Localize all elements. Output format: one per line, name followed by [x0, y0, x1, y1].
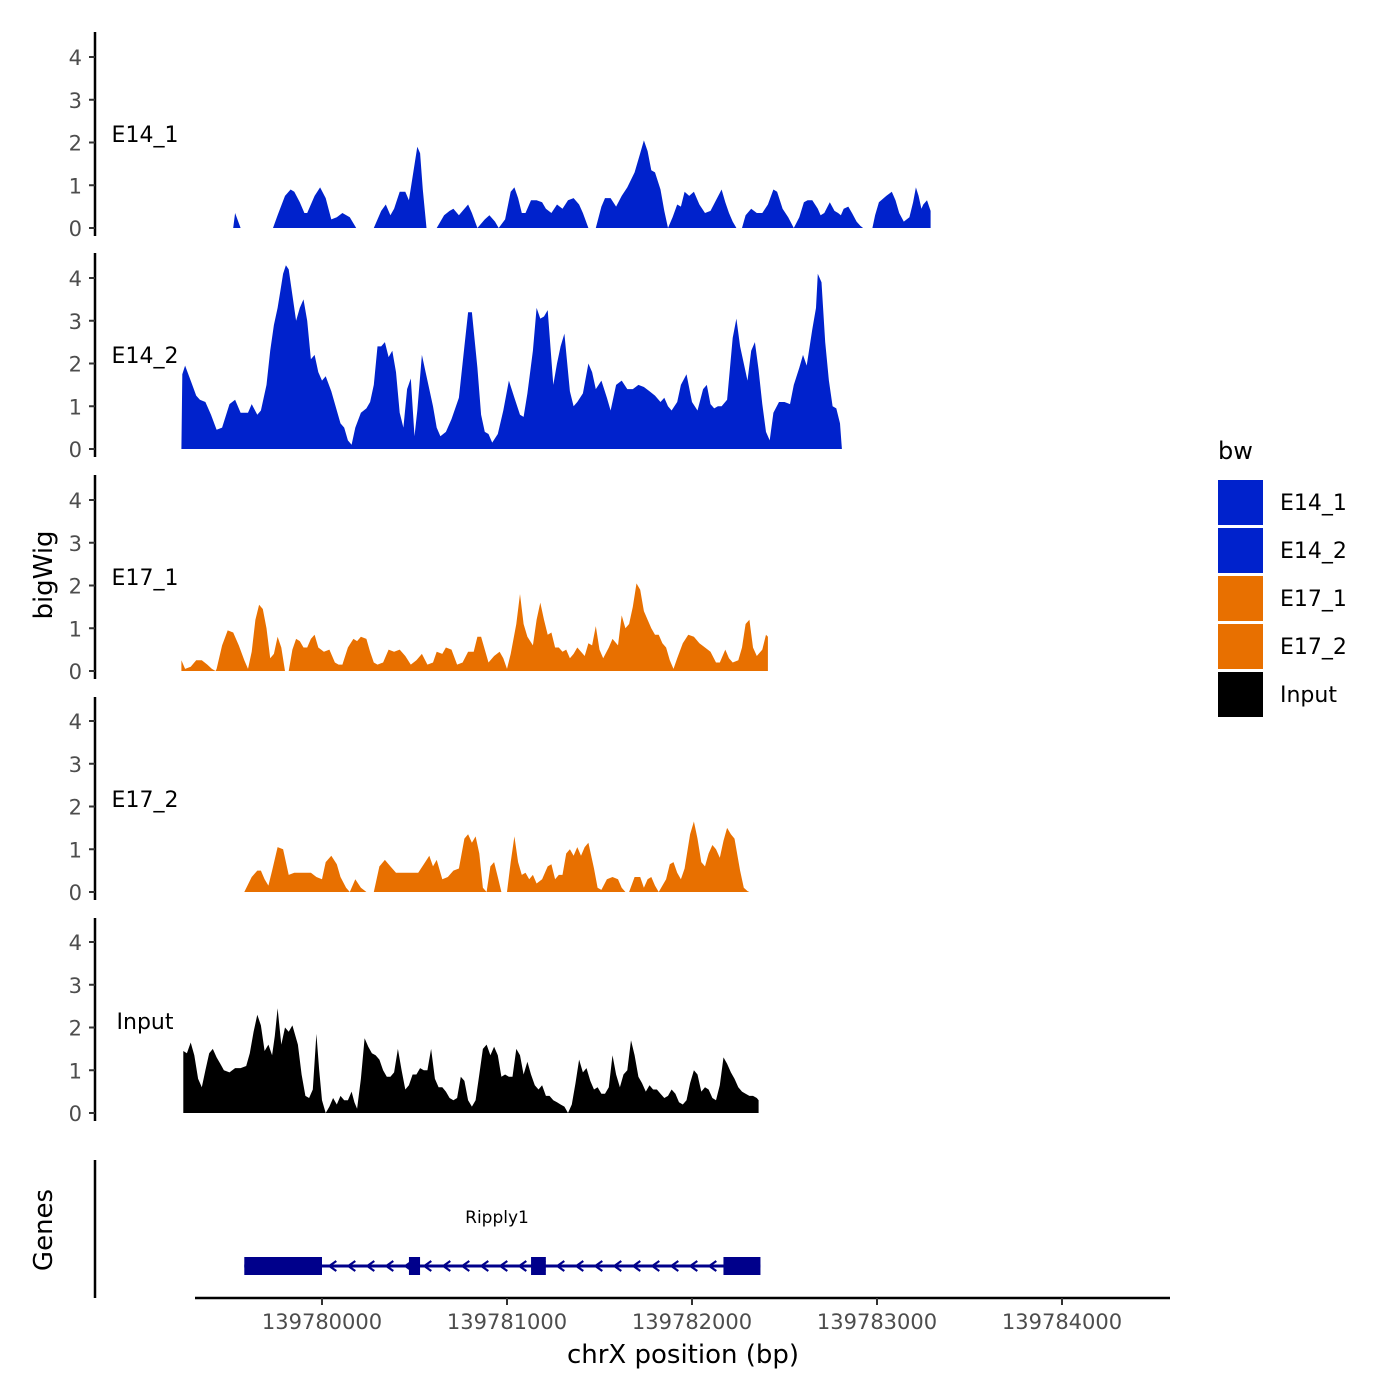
track-label: E17_2: [112, 788, 179, 813]
gene-ripply1: Ripply1: [244, 1208, 761, 1275]
legend-swatch: [1218, 528, 1263, 573]
strand-arrow: [650, 1260, 660, 1272]
legend-label: Input: [1280, 683, 1337, 708]
y-tick-label: 0: [69, 881, 82, 905]
gene-exon: [408, 1257, 421, 1275]
y-tick-label: 1: [69, 1059, 82, 1083]
strand-arrow: [517, 1260, 527, 1272]
y-tick-label: 0: [69, 660, 82, 684]
y-tick-label: 0: [69, 1102, 82, 1126]
x-tick-label: 139783000: [817, 1310, 937, 1334]
track-e17-1: 0 1 2 3 4 E17_1: [69, 475, 768, 684]
strand-arrow: [365, 1260, 375, 1272]
gene-exon: [244, 1257, 322, 1275]
strand-arrow: [422, 1260, 432, 1272]
y-tick-label: 2: [69, 575, 82, 599]
y-tick-label: 1: [69, 617, 82, 641]
legend-swatch: [1218, 624, 1263, 669]
gene-exon: [531, 1257, 546, 1275]
y-tick-label: 4: [69, 489, 82, 513]
y-tick-label: 4: [69, 267, 82, 291]
y-tick-label: 1: [69, 174, 82, 198]
track-label: E14_2: [112, 344, 179, 369]
track-label: E17_1: [112, 566, 179, 591]
legend-label: E14_1: [1280, 491, 1347, 516]
x-axis-label: chrX position (bp): [567, 1340, 799, 1370]
y-tick-label: 3: [69, 974, 82, 998]
gene-exon: [723, 1257, 761, 1275]
y-tick-label: 2: [69, 353, 82, 377]
area-e14-1: [233, 140, 931, 228]
y-tick-label: 1: [69, 838, 82, 862]
track-label: Input: [117, 1010, 174, 1035]
track-e14-2: 0 1 2 3 4 E14_2: [69, 253, 842, 462]
area-e17-1: [181, 583, 768, 671]
strand-arrow: [555, 1260, 565, 1272]
y-tick-label: 2: [69, 796, 82, 820]
strand-arrow: [384, 1260, 394, 1272]
strand-arrow: [346, 1260, 356, 1272]
track-e17-2: 0 1 2 3 4 E17_2: [69, 697, 750, 905]
legend: E14_1 E14_2 E17_1 E17_2 Input: [1218, 480, 1347, 717]
strand-arrow: [441, 1260, 451, 1272]
legend-swatch: [1218, 576, 1263, 621]
y-tick-label: 0: [69, 438, 82, 462]
y-axis-label: bigWig: [29, 530, 59, 619]
tracks-group: 0 1 2 3 4 E14_1 0 1 2 3 4 E14_2 0 1 2 3 4 E17_1 0 1 2 3 4 E17_2…: [69, 32, 931, 1126]
genes-axis-label: Genes: [29, 1189, 59, 1271]
strand-arrow: [327, 1260, 337, 1272]
y-tick-label: 4: [69, 931, 82, 955]
strand-arrow: [479, 1260, 489, 1272]
y-tick-label: 0: [69, 217, 82, 241]
y-tick-label: 3: [69, 532, 82, 556]
strand-arrow: [460, 1260, 470, 1272]
strand-arrow: [574, 1260, 584, 1272]
y-tick-label: 2: [69, 132, 82, 156]
strand-arrow: [707, 1260, 717, 1272]
y-tick-label: 4: [69, 710, 82, 734]
x-tick-label: 139780000: [262, 1310, 382, 1334]
y-tick-label: 4: [69, 46, 82, 70]
gene-name-label: Ripply1: [465, 1208, 529, 1228]
legend-label: E17_1: [1280, 587, 1347, 612]
y-tick-label: 3: [69, 89, 82, 113]
legend-label: E17_2: [1280, 635, 1347, 660]
strand-arrow: [498, 1260, 508, 1272]
y-tick-label: 3: [69, 310, 82, 334]
y-tick-label: 3: [69, 753, 82, 777]
strand-arrow: [612, 1260, 622, 1272]
legend-title: bw: [1218, 437, 1253, 465]
y-tick-label: 1: [69, 395, 82, 419]
strand-arrow: [593, 1260, 603, 1272]
strand-arrow: [631, 1260, 641, 1272]
gene-track: Ripply1: [244, 1208, 761, 1275]
area-e14-2: [181, 265, 842, 449]
legend-label: E14_2: [1280, 539, 1347, 564]
track-e14-1: 0 1 2 3 4 E14_1: [69, 32, 931, 241]
x-axis-ticks: 139780000 139781000 139782000 139783000 1397…: [262, 1298, 1122, 1334]
legend-swatch: [1218, 480, 1263, 525]
x-tick-label: 139781000: [447, 1310, 567, 1334]
y-tick-label: 2: [69, 1017, 82, 1041]
x-tick-label: 139782000: [632, 1310, 752, 1334]
area-e17-2: [244, 821, 750, 892]
x-tick-label: 139784000: [1002, 1310, 1122, 1334]
strand-arrow: [669, 1260, 679, 1272]
legend-swatch: [1218, 672, 1263, 717]
area-input: [183, 1008, 759, 1113]
track-label: E14_1: [112, 123, 179, 148]
strand-arrow: [688, 1260, 698, 1272]
track-input: 0 1 2 3 4 Input: [69, 918, 759, 1126]
